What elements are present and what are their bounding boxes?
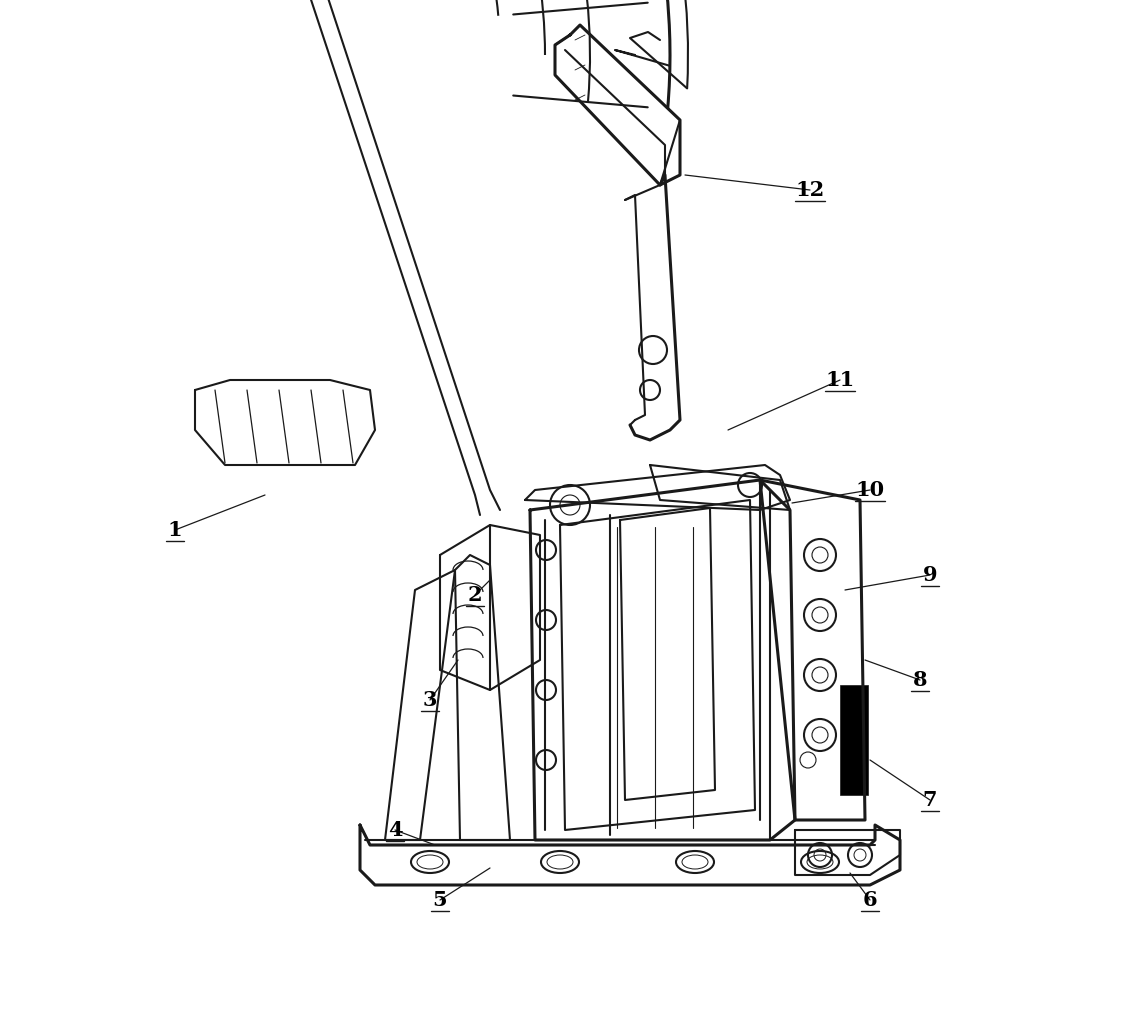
- Text: 1: 1: [167, 520, 182, 540]
- Text: 3: 3: [423, 690, 438, 710]
- Text: 4: 4: [388, 820, 403, 840]
- Text: 12: 12: [795, 180, 825, 200]
- Text: 2: 2: [468, 585, 482, 605]
- Text: 10: 10: [855, 480, 884, 500]
- Text: 9: 9: [922, 565, 937, 585]
- Text: 7: 7: [922, 790, 937, 810]
- Text: 6: 6: [863, 890, 877, 910]
- Bar: [840, 685, 868, 795]
- Text: 11: 11: [826, 370, 855, 390]
- Text: 8: 8: [913, 671, 927, 690]
- Text: 5: 5: [433, 890, 448, 910]
